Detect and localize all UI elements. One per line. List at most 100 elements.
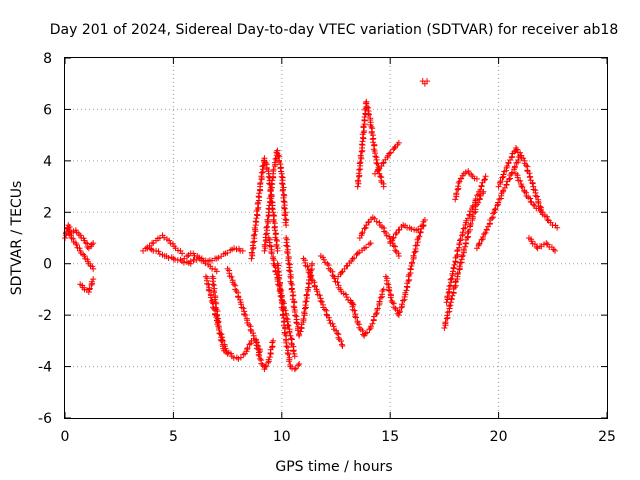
data-point-trail <box>172 256 184 264</box>
data-point-trail <box>198 255 209 264</box>
data-point-trail <box>409 236 421 266</box>
data-point-trail <box>491 190 505 213</box>
data-point-trail <box>78 234 87 242</box>
data-point-trail <box>343 260 353 270</box>
data-point-trail <box>79 282 86 291</box>
data-point-trail <box>356 247 366 256</box>
data-point <box>306 271 313 277</box>
data-point-trail <box>402 263 415 296</box>
data-point-trail <box>238 301 250 322</box>
data-point <box>543 240 550 247</box>
data-point-trail <box>337 268 346 278</box>
data-point-trail <box>408 226 418 233</box>
y-tick-label: 0 <box>43 257 52 273</box>
data-point <box>419 222 426 229</box>
data-point-trail <box>444 270 456 303</box>
data-point-trail <box>549 222 559 229</box>
data-point <box>443 299 450 306</box>
data-point-trail <box>184 252 192 260</box>
data-point <box>551 247 558 254</box>
data-point-trail <box>334 330 345 348</box>
y-tick-label: -6 <box>38 411 52 427</box>
data-point-trail <box>539 211 552 224</box>
data-point-trail <box>232 282 243 303</box>
data-point-trail <box>377 222 388 235</box>
data-point-trail <box>308 272 318 290</box>
data-point-trail <box>453 179 462 200</box>
data-point <box>391 145 398 151</box>
data-point-trail <box>248 224 259 259</box>
data-point <box>179 250 186 257</box>
data-point <box>231 281 238 288</box>
data-point <box>287 273 294 280</box>
data-point-trail <box>374 165 383 175</box>
data-point-trail <box>261 212 273 252</box>
axis-ticks: 0 5 10 15 20 25 -6 -4 -2 0 2 4 6 8 <box>38 51 616 445</box>
data-point-trail <box>457 172 466 182</box>
data-point <box>224 350 231 357</box>
data-point-trail <box>253 339 263 359</box>
data-point-trail <box>365 216 375 226</box>
data-point-trail <box>283 339 294 368</box>
data-point-trail <box>392 141 401 150</box>
y-tick-label: -4 <box>38 360 52 376</box>
data-point <box>452 196 459 203</box>
data-point-trail <box>521 160 536 187</box>
series-arc-f1 <box>335 240 374 280</box>
data-point <box>270 255 277 262</box>
data-point-trail <box>377 173 387 187</box>
data-point-trail <box>147 245 157 254</box>
series-arc-i3 <box>512 170 561 231</box>
data-point-trail <box>167 240 178 250</box>
data-point-trail <box>73 241 83 252</box>
data-point-trail <box>215 251 227 261</box>
data-point-trail <box>338 288 349 298</box>
data-point-trail <box>331 275 342 291</box>
data-point-trail <box>475 231 488 249</box>
x-tick-label: 5 <box>169 429 178 445</box>
data-point <box>380 183 387 190</box>
y-tick-label: 8 <box>43 51 52 67</box>
x-tick-label: 15 <box>381 429 399 445</box>
series-arc-a2 <box>64 224 97 272</box>
series-arc-d2 <box>261 147 290 254</box>
series-arc-f5 <box>356 214 402 259</box>
data-point-trail <box>356 321 367 338</box>
data-point-trail <box>212 300 222 329</box>
data-point <box>554 224 561 231</box>
data-point <box>291 366 298 373</box>
data-point-trail <box>363 241 373 251</box>
data-point-trail <box>65 226 74 239</box>
data-point-trail <box>544 241 557 253</box>
data-point <box>90 240 97 247</box>
data-point <box>380 286 387 293</box>
data-point <box>421 217 428 223</box>
data-point-trail <box>230 354 240 361</box>
data-point-trail <box>320 254 329 266</box>
plot-frame <box>64 57 608 419</box>
data-point-trail <box>345 296 355 306</box>
data-point <box>64 224 71 231</box>
series-arc-e3 <box>317 253 357 308</box>
y-tick-label: 4 <box>43 154 52 170</box>
data-point <box>90 276 97 283</box>
data-point <box>309 260 316 267</box>
data-point-trail <box>415 223 425 233</box>
data-point-trail <box>530 186 544 213</box>
data-point-trail <box>161 234 170 243</box>
data-point <box>257 355 264 362</box>
data-point-trail <box>466 170 475 178</box>
data-point-trail <box>314 288 325 305</box>
data-point-trail <box>362 326 373 337</box>
data-point <box>530 201 537 208</box>
data-point <box>469 204 476 211</box>
data-point-trail <box>73 229 82 237</box>
data-point-trail <box>226 267 236 286</box>
data-point <box>395 139 402 146</box>
data-point <box>424 78 431 85</box>
data-point <box>482 173 489 180</box>
data-point-trail <box>327 320 338 333</box>
data-point-trail <box>320 304 332 321</box>
data-point <box>326 317 333 324</box>
data-point-trail <box>190 250 198 259</box>
